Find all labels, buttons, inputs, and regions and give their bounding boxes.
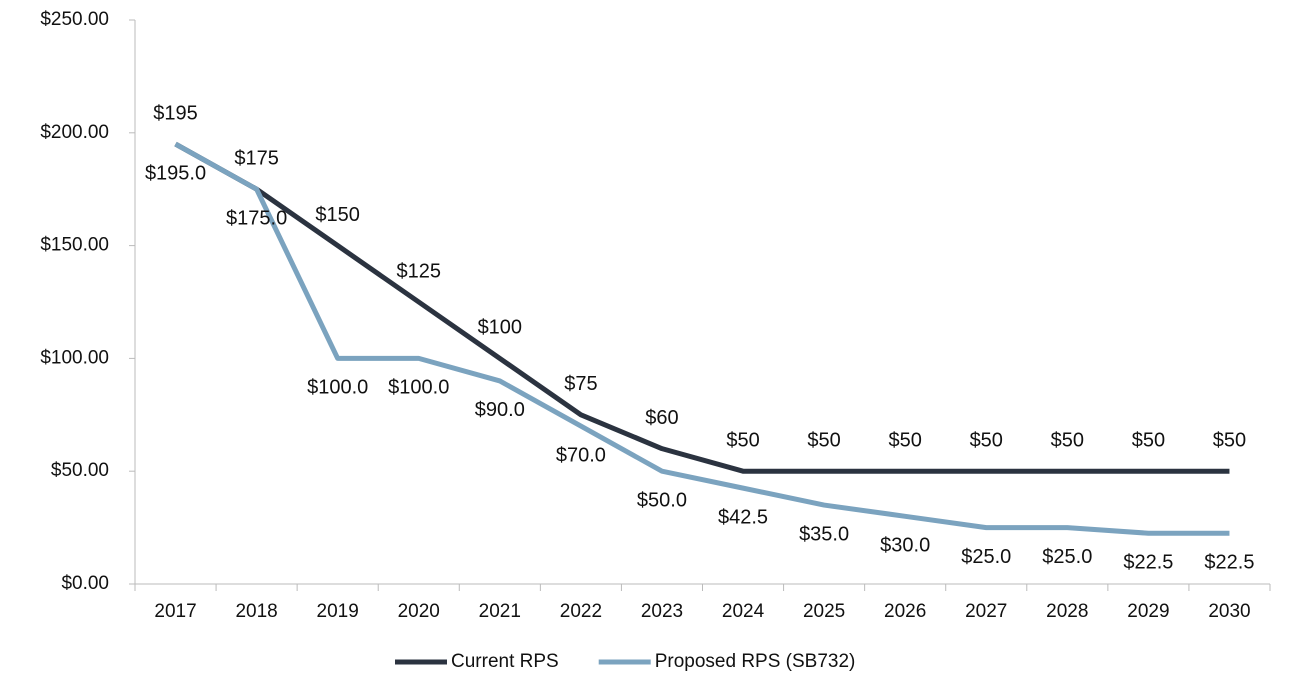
value-label: $125 xyxy=(397,260,442,282)
x-tick-label: 2019 xyxy=(317,601,359,622)
value-label: $100.0 xyxy=(388,377,449,399)
value-label: $35.0 xyxy=(799,523,849,545)
value-label: $42.5 xyxy=(718,506,768,528)
value-label: $175 xyxy=(234,147,279,169)
x-tick-label: 2028 xyxy=(1046,601,1088,622)
x-tick-label: 2030 xyxy=(1208,601,1250,622)
y-tick-label: $100.00 xyxy=(40,347,109,368)
value-label: $195.0 xyxy=(145,162,206,184)
value-label: $50 xyxy=(970,429,1003,451)
x-tick-label: 2026 xyxy=(884,601,926,622)
value-label: $22.5 xyxy=(1123,552,1173,574)
value-label: $60 xyxy=(645,407,678,429)
value-label: $50 xyxy=(807,429,840,451)
x-tick-label: 2022 xyxy=(560,601,602,622)
x-tick-label: 2020 xyxy=(398,601,440,622)
x-tick-label: 2017 xyxy=(154,601,196,622)
x-tick-label: 2029 xyxy=(1127,601,1169,622)
value-label: $150 xyxy=(315,204,360,226)
x-tick-label: 2018 xyxy=(235,601,277,622)
series-line xyxy=(174,141,1230,474)
legend-label: Proposed RPS (SB732) xyxy=(655,651,856,672)
value-label: $100.0 xyxy=(307,377,368,399)
y-tick-label: $250.00 xyxy=(40,9,109,30)
value-label: $175.0 xyxy=(226,207,287,229)
series-line xyxy=(174,141,1230,536)
value-label: $50 xyxy=(888,429,921,451)
value-label: $22.5 xyxy=(1204,552,1254,574)
x-tick-label: 2024 xyxy=(722,601,765,622)
x-tick-label: 2023 xyxy=(641,601,683,622)
value-label: $50 xyxy=(1213,429,1246,451)
legend-label: Current RPS xyxy=(451,651,559,672)
y-tick-label: $0.00 xyxy=(61,573,109,594)
value-label: $50 xyxy=(1132,429,1165,451)
legend: Current RPS Proposed RPS (SB732) xyxy=(395,651,855,672)
y-tick-label: $200.00 xyxy=(40,122,109,143)
value-label: $50 xyxy=(726,429,759,451)
x-tick-label: 2027 xyxy=(965,601,1007,622)
value-label: $75 xyxy=(564,373,597,395)
value-label: $25.0 xyxy=(961,546,1011,568)
value-label: $50 xyxy=(1051,429,1084,451)
value-label: $70.0 xyxy=(556,444,606,466)
y-tick-label: $50.00 xyxy=(51,460,109,481)
y-tick-label: $150.00 xyxy=(40,235,109,256)
value-label: $30.0 xyxy=(880,535,930,557)
x-tick-label: 2021 xyxy=(479,601,521,622)
value-label: $25.0 xyxy=(1042,546,1092,568)
value-label: $100 xyxy=(478,317,523,339)
value-label: $50.0 xyxy=(637,489,687,511)
value-label: $90.0 xyxy=(475,399,525,421)
value-label: $195 xyxy=(153,102,198,124)
x-tick-label: 2025 xyxy=(803,601,845,622)
